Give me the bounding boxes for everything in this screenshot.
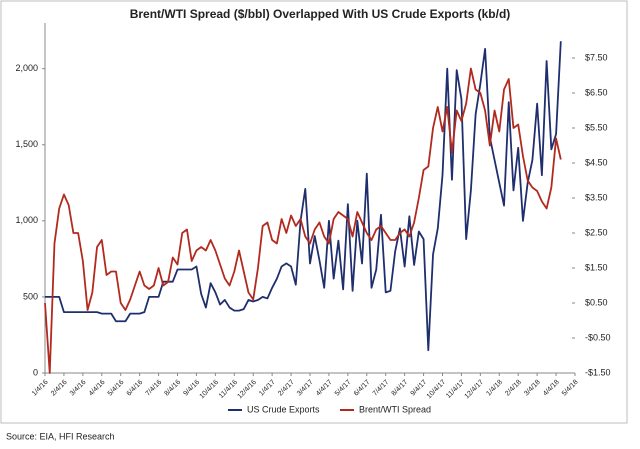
y-tick-label: 1,500	[15, 139, 38, 149]
series-line	[45, 41, 562, 352]
legend-label: Brent/WTI Spread	[359, 404, 431, 414]
y2-tick-label: $0.50	[585, 297, 608, 307]
legend-label: US Crude Exports	[247, 404, 320, 414]
y-tick-label: 2,000	[15, 63, 38, 73]
y2-tick-label: $6.50	[585, 87, 608, 97]
source-note: Source: EIA, HFI Research	[6, 431, 115, 441]
y2-tick-label: $4.50	[585, 157, 608, 167]
y-tick-label: 0	[33, 367, 38, 377]
y2-tick-label: -$1.50	[585, 367, 611, 377]
y-tick-label: 500	[23, 291, 38, 301]
chart-frame	[0, 0, 628, 424]
y-tick-label: 1,000	[15, 215, 38, 225]
y2-tick-label: $3.50	[585, 192, 608, 202]
y2-tick-label: -$0.50	[585, 332, 611, 342]
y2-tick-label: $7.50	[585, 52, 608, 62]
y2-tick-label: $2.50	[585, 227, 608, 237]
y2-tick-label: $5.50	[585, 122, 608, 132]
chart-title: Brent/WTI Spread ($/bbl) Overlapped With…	[130, 7, 511, 21]
y2-tick-label: $1.50	[585, 262, 608, 272]
series-line	[44, 67, 562, 374]
